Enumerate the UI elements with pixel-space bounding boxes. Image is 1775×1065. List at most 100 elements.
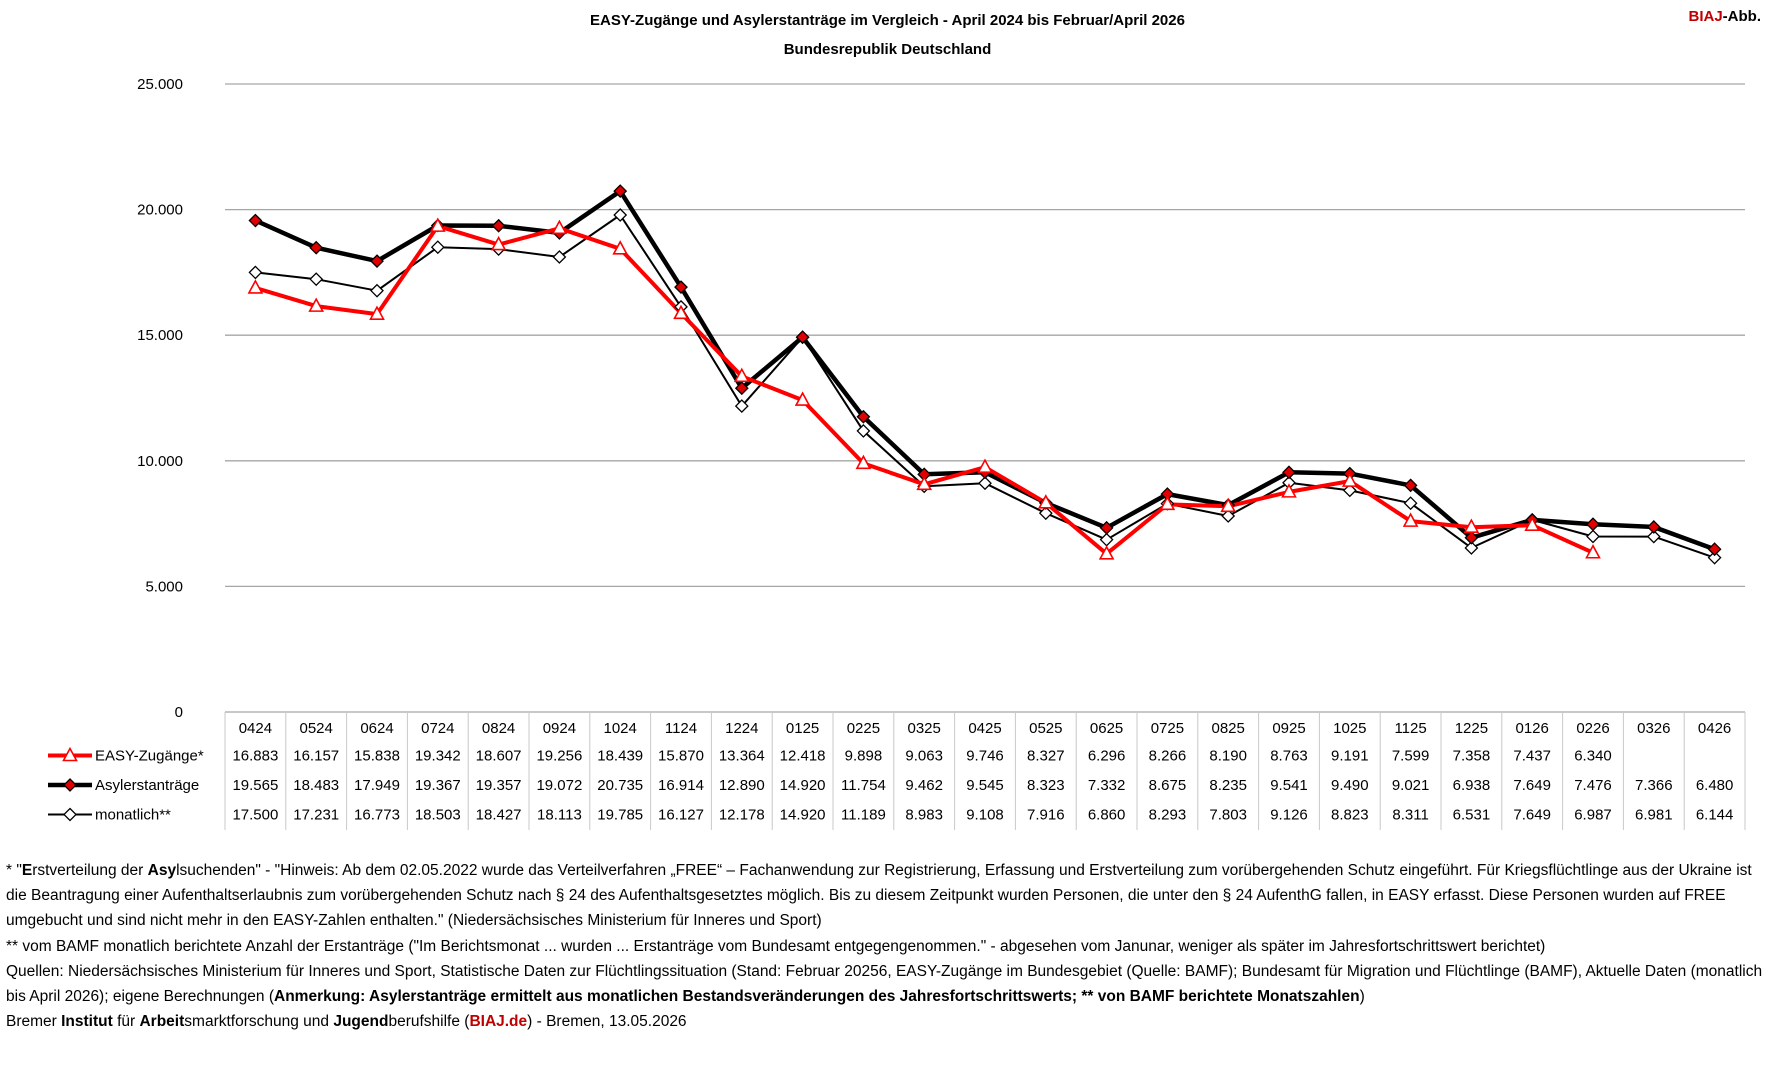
table-cell-value: 7.476 <box>1574 777 1612 794</box>
data-point-2 <box>1403 496 1418 511</box>
data-point-2 <box>1038 506 1053 521</box>
table-cell-value: 17.231 <box>293 807 339 824</box>
table-cell-value: 7.366 <box>1635 777 1673 794</box>
data-point-1 <box>248 213 263 228</box>
data-point-2 <box>978 476 992 491</box>
data-point-0 <box>1524 516 1541 531</box>
data-point-0 <box>916 475 933 491</box>
chart-subtitle: Bundesrepublik Deutschland <box>783 41 992 58</box>
data-point-1 <box>734 381 749 396</box>
data-point-1 <box>1464 530 1479 545</box>
legend-key-marker <box>63 778 77 792</box>
table-cell-value: 13.364 <box>719 748 765 765</box>
table-cell-value: 19.785 <box>597 807 643 824</box>
x-tick-label: 1225 <box>1455 720 1488 737</box>
x-tick-label: 0825 <box>1212 720 1245 737</box>
table-cell-value: 9.191 <box>1331 748 1369 765</box>
data-point-2 <box>248 265 263 280</box>
data-point-1 <box>1646 520 1661 534</box>
y-tick-label: 5.000 <box>145 578 183 595</box>
table-cell-value: 16.883 <box>232 748 278 765</box>
table-cell-value: 6.296 <box>1088 748 1126 765</box>
table-cell-value: 8.311 <box>1392 807 1428 824</box>
table-cell-value: 9.063 <box>905 748 943 765</box>
data-point-0 <box>1585 544 1601 559</box>
table-cell-value: 7.437 <box>1513 748 1551 765</box>
y-tick-label: 0 <box>175 704 183 721</box>
table-cell-value: 15.838 <box>354 748 400 765</box>
table-cell-value: 9.126 <box>1270 807 1308 824</box>
table-cell-value: 12.178 <box>719 807 765 824</box>
legend-key-marker <box>63 807 77 822</box>
x-tick-label: 1025 <box>1333 720 1366 737</box>
x-tick-label: 0724 <box>421 720 454 737</box>
table-cell-value: 9.545 <box>966 777 1004 794</box>
x-tick-label: 0126 <box>1516 720 1549 737</box>
table-cell-value: 8.235 <box>1209 777 1247 794</box>
data-point-1 <box>491 218 506 233</box>
line-chart: 0 5.000 10.000 15.000 20.000 25.000 0424 0524 06… <box>48 76 1746 830</box>
table-cell-value: 17.500 <box>232 807 278 824</box>
table-cell-value: 8.323 <box>1027 777 1065 794</box>
table-cell-value: 8.983 <box>905 807 943 824</box>
table-cell-value: 18.113 <box>537 807 582 824</box>
footnote-sources: Quellen: Niedersächsisches Ministerium f… <box>6 962 1763 1006</box>
data-point-1 <box>613 184 628 199</box>
table-cell-value: 9.490 <box>1331 777 1369 794</box>
table-cell-value: 19.357 <box>476 777 522 794</box>
footnotes: * "Erstverteilung der Asylsuchenden" - "… <box>6 858 1771 1034</box>
x-tick-label: 0824 <box>482 720 515 737</box>
x-tick-label: 0725 <box>1151 720 1184 737</box>
data-point-0 <box>369 305 385 320</box>
data-point-0 <box>612 240 629 255</box>
x-tick-label: 0425 <box>968 720 1001 737</box>
x-tick-label: 0225 <box>847 720 880 737</box>
legend-key-marker <box>62 746 78 762</box>
footnote-monthly: ** vom BAMF monatlich berichtete Anzahl … <box>6 937 1546 955</box>
table-cell-value: 18.607 <box>476 748 522 765</box>
series-line-2 <box>255 214 1715 559</box>
data-point-2 <box>613 208 628 222</box>
table-cell-value: 8.266 <box>1149 748 1187 765</box>
data-point-0 <box>977 458 993 473</box>
table-cell-value: 19.367 <box>415 777 461 794</box>
data-point-2 <box>1342 483 1357 498</box>
table-cell-value: 6.531 <box>1453 807 1491 824</box>
y-tick-label: 15.000 <box>137 327 183 344</box>
table-cell-value: 18.503 <box>415 807 461 824</box>
data-point-2 <box>552 250 567 264</box>
table-cell-value: 9.541 <box>1270 777 1308 794</box>
data-point-1 <box>1099 520 1114 535</box>
table-cell-value: 16.914 <box>658 777 704 794</box>
data-point-2 <box>309 272 324 287</box>
x-tick-label: 0924 <box>543 720 576 737</box>
x-tick-label: 0426 <box>1698 720 1731 737</box>
x-tick-label: 1024 <box>604 720 637 737</box>
table-cell-value: 9.746 <box>966 748 1004 765</box>
data-point-0 <box>673 304 689 320</box>
data-point-2 <box>1586 529 1600 544</box>
table-cell-value: 18.439 <box>597 748 643 765</box>
legend-label: monatlich** <box>95 807 171 824</box>
table-cell-value: 7.358 <box>1453 748 1491 765</box>
x-tick-label: 0326 <box>1637 720 1670 737</box>
data-point-0 <box>1098 545 1115 560</box>
data-point-1 <box>1282 465 1296 480</box>
data-point-0 <box>855 454 872 470</box>
table-cell-value: 11.754 <box>841 777 886 794</box>
data-point-0 <box>1220 497 1237 513</box>
table-cell-value: 7.332 <box>1088 777 1126 794</box>
x-tick-label: 0925 <box>1272 720 1305 737</box>
table-cell-value: 6.144 <box>1696 807 1734 824</box>
table-cell-value: 6.340 <box>1574 748 1612 765</box>
brand-suffix: -Abb. <box>1722 8 1761 25</box>
table-cell-value: 6.987 <box>1574 807 1612 824</box>
table-cell-value: 7.599 <box>1392 748 1430 765</box>
data-point-2 <box>856 424 871 438</box>
data-point-0 <box>429 217 446 232</box>
data-point-0 <box>551 219 568 235</box>
data-point-1 <box>856 409 871 424</box>
table-cell-value: 9.108 <box>966 807 1004 824</box>
table-cell-value: 8.675 <box>1149 777 1187 794</box>
brand-label: BIAJ-Abb. <box>1688 8 1761 25</box>
